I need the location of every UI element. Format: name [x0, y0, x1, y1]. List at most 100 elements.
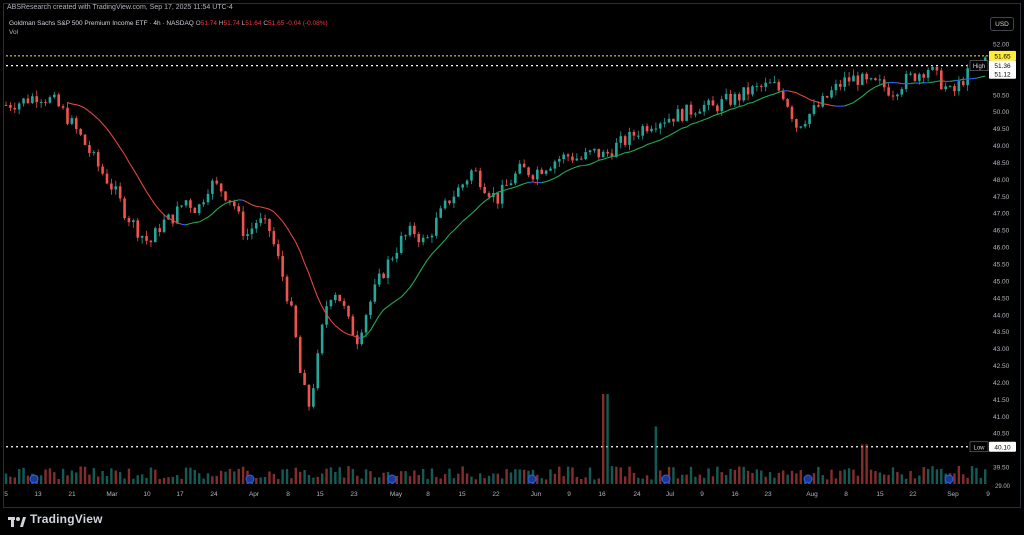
candle-body — [127, 218, 131, 223]
candle-body — [781, 90, 785, 100]
volume-bar — [158, 478, 161, 484]
candle-body — [553, 161, 557, 169]
volume-bar — [795, 473, 798, 484]
volume-bar — [935, 469, 939, 484]
candle-body — [70, 118, 74, 124]
volume-bar — [492, 473, 495, 484]
moving-average-segment — [739, 105, 744, 107]
moving-average-segment — [269, 208, 275, 213]
x-tick-label: Mar — [106, 491, 118, 498]
candle-body — [421, 237, 425, 243]
candle-body — [250, 228, 254, 235]
volume-bar — [487, 475, 491, 484]
candle-body — [680, 109, 684, 121]
moving-average-segment — [576, 165, 582, 168]
volume-bar — [465, 473, 469, 484]
moving-average-segment — [326, 314, 332, 321]
candle-body — [233, 202, 236, 207]
volume-bar — [259, 477, 262, 484]
candle-body — [294, 305, 298, 338]
volume-bar — [553, 473, 557, 484]
x-tick-label: 8 — [286, 491, 290, 498]
y-tick-label: 45.50 — [993, 262, 1010, 269]
volume-bar — [395, 475, 399, 484]
volume-bar — [738, 466, 741, 484]
tradingview-logo[interactable]: TradingView — [8, 512, 103, 527]
high-label: H — [218, 20, 224, 27]
tradingview-logo-text: TradingView — [30, 512, 103, 526]
currency-button[interactable]: USD — [990, 17, 1014, 31]
volume-bar — [619, 467, 622, 484]
candle-body — [246, 234, 249, 236]
moving-average-segment — [519, 183, 525, 186]
moving-average-segment — [457, 220, 464, 227]
moving-average-segment — [361, 334, 367, 339]
volume-bar — [514, 469, 517, 484]
candle-body — [320, 324, 324, 354]
volume-bar — [782, 470, 785, 484]
price-chart[interactable]: 52.00 50.50 50.00 49.50 49.00 48.50 48.00 47.50… — [0, 0, 1024, 508]
moving-average-segment — [690, 122, 696, 125]
candle-body — [505, 184, 508, 186]
candle-body — [439, 208, 443, 218]
moving-average-segment — [449, 229, 455, 235]
volume-bar — [558, 466, 561, 484]
volume-bar — [685, 474, 688, 484]
candle-body — [500, 184, 504, 204]
moving-average-segment — [80, 105, 86, 109]
moving-average-segment — [826, 103, 832, 107]
moving-average-segment — [387, 302, 393, 307]
moving-average-segment — [273, 211, 279, 217]
moving-average-segment — [453, 225, 459, 231]
candle-body — [869, 78, 873, 80]
volume-bar — [975, 467, 978, 484]
moving-average-segment — [774, 91, 780, 95]
volume-indicator-label[interactable]: Vol — [9, 29, 19, 36]
volume-bar — [75, 472, 78, 484]
volume-bar — [953, 473, 956, 484]
moving-average-segment — [589, 161, 595, 165]
y-tick-label: 49.50 — [993, 126, 1010, 133]
moving-average-segment — [633, 148, 639, 151]
x-tick-label: 24 — [210, 491, 218, 498]
moving-average-segment — [743, 102, 749, 107]
candle-body — [518, 163, 522, 174]
volume-bar — [729, 468, 732, 484]
moving-average-segment — [602, 157, 608, 160]
volume-bar — [439, 478, 442, 484]
moving-average-segment — [357, 337, 362, 339]
price-label-box — [989, 60, 1016, 71]
change-value: -0.04 (-0.08%) — [286, 20, 328, 27]
x-tick-label: 8 — [844, 491, 848, 498]
moving-average-segment — [369, 322, 376, 331]
moving-average-segment — [484, 197, 490, 202]
volume-bar — [667, 466, 671, 484]
candle-body — [391, 258, 394, 260]
volume-bar — [970, 466, 974, 484]
moving-average-segment — [181, 223, 187, 226]
volume-bar — [610, 466, 614, 484]
candle-body — [325, 306, 328, 325]
volume-bar — [404, 471, 407, 484]
candle-body — [298, 337, 302, 373]
moving-average-segment — [84, 107, 90, 113]
candle-body — [755, 85, 759, 87]
moving-average-segment — [791, 91, 797, 94]
volume-bar — [957, 466, 961, 484]
candle-body — [26, 98, 30, 104]
moving-average-segment — [71, 103, 77, 106]
candle-body — [57, 94, 60, 107]
candle-body — [667, 118, 671, 123]
moving-average-segment — [822, 103, 828, 105]
y-tick-label: 43.50 — [993, 329, 1010, 336]
symbol-title[interactable]: Goldman Sachs S&P 500 Premium Income ETF… — [9, 20, 194, 27]
candle-body — [219, 183, 223, 192]
volume-bar — [768, 472, 772, 484]
y-tick-label: 48.50 — [993, 160, 1010, 167]
moving-average-segment — [809, 99, 815, 102]
candle-body — [742, 87, 745, 101]
candle-body — [448, 200, 451, 204]
candle-body — [685, 104, 688, 121]
volume-bar — [219, 470, 223, 484]
moving-average-segment — [844, 103, 850, 107]
